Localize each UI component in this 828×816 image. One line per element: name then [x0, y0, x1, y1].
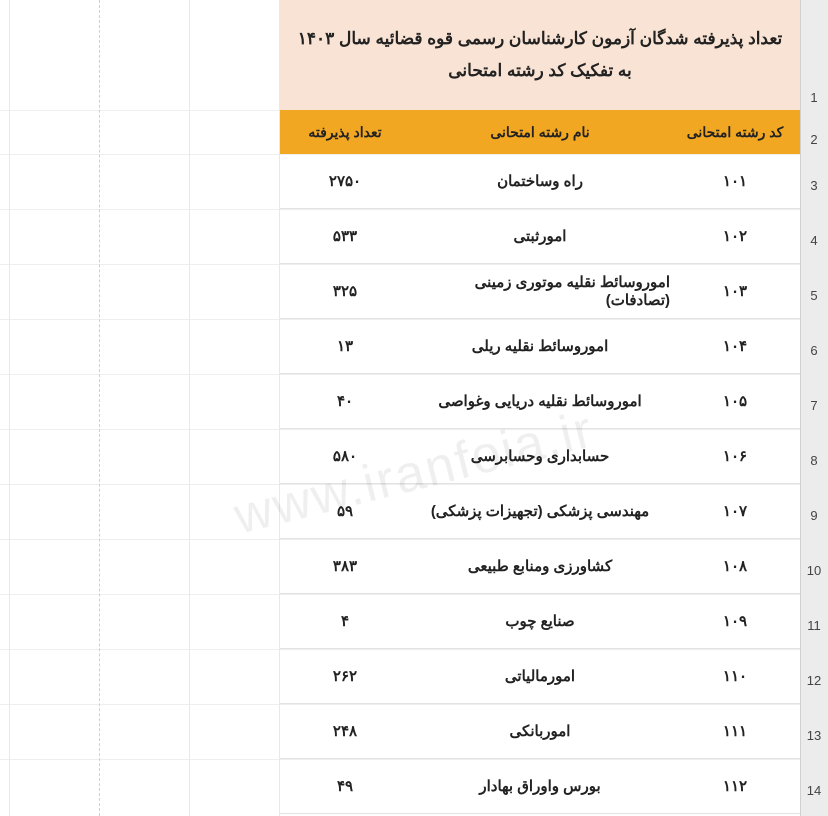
header-name: نام رشته امتحانی: [410, 110, 670, 154]
cell-code: ۱۰۹: [670, 594, 800, 648]
cell-code: ۱۱۲: [670, 759, 800, 813]
cell-count: ۲۴۸: [280, 704, 410, 758]
table-row: ۱۰۵ اموروسائط نقلیه دریایی وغواصی ۴۰: [280, 374, 800, 429]
row-number: 7: [800, 398, 828, 413]
table-body: ۱۰۱ راه وساختمان ۲۷۵۰ ۱۰۲ امورثبتی ۵۳۳ ۱…: [280, 154, 800, 814]
cell-name: بورس واوراق بهادار: [410, 759, 670, 813]
row-number: 9: [800, 508, 828, 523]
cell-count: ۴: [280, 594, 410, 648]
row-number: 13: [800, 728, 828, 743]
table-row: ۱۱۱ اموربانکی ۲۴۸: [280, 704, 800, 759]
row-number: 2: [800, 132, 828, 147]
table-row: ۱۰۲ امورثبتی ۵۳۳: [280, 209, 800, 264]
cell-count: ۳۲۵: [280, 264, 410, 318]
cell-count: ۵۸۰: [280, 429, 410, 483]
cell-count: ۱۳: [280, 319, 410, 373]
table-row: ۱۱۰ امورمالیاتی ۲۶۲: [280, 649, 800, 704]
cell-count: ۲۶۲: [280, 649, 410, 703]
table-row: ۱۰۸ کشاورزی ومنابع طبیعی ۳۸۳: [280, 539, 800, 594]
cell-count: ۵۹: [280, 484, 410, 538]
row-number: 10: [800, 563, 828, 578]
cell-code: ۱۰۳: [670, 264, 800, 318]
cell-count: ۵۳۳: [280, 209, 410, 263]
cell-code: ۱۰۶: [670, 429, 800, 483]
table-row: ۱۰۶ حسابداری وحسابرسی ۵۸۰: [280, 429, 800, 484]
row-number: 1: [800, 90, 828, 105]
cell-name: مهندسی پزشکی (تجهیزات پزشکی): [410, 484, 670, 538]
row-number: 5: [800, 288, 828, 303]
row-number: 3: [800, 178, 828, 193]
row-number: 8: [800, 453, 828, 468]
cell-count: ۴۰: [280, 374, 410, 428]
row-number: 14: [800, 783, 828, 798]
cell-name: راه وساختمان: [410, 154, 670, 208]
cell-code: ۱۰۴: [670, 319, 800, 373]
cell-name: حسابداری وحسابرسی: [410, 429, 670, 483]
spreadsheet: 1 2 3 4 5 6 7 8 9 10 11 12 13 14 تعداد پ…: [0, 0, 828, 816]
cell-name: امورثبتی: [410, 209, 670, 263]
table-row: ۱۰۱ راه وساختمان ۲۷۵۰: [280, 154, 800, 209]
cell-name: کشاورزی ومنابع طبیعی: [410, 539, 670, 593]
cell-name: اموروسائط نقلیه ریلی: [410, 319, 670, 373]
cell-code: ۱۰۷: [670, 484, 800, 538]
row-number: 6: [800, 343, 828, 358]
header-code: کد رشته امتحانی: [670, 110, 800, 154]
table-row: ۱۱۲ بورس واوراق بهادار ۴۹: [280, 759, 800, 814]
cell-count: ۳۸۳: [280, 539, 410, 593]
cell-code: ۱۰۸: [670, 539, 800, 593]
cell-count: ۴۹: [280, 759, 410, 813]
cell-count: ۲۷۵۰: [280, 154, 410, 208]
cell-name: اموروسائط نقلیه موتوری زمینی (تصادفات): [410, 264, 670, 318]
row-number: 12: [800, 673, 828, 688]
cell-code: ۱۱۰: [670, 649, 800, 703]
header-count: تعداد پذیرفته: [280, 110, 410, 154]
title-block: تعداد پذیرفته شدگان آزمون کارشناسان رسمی…: [280, 0, 800, 110]
cell-code: ۱۰۵: [670, 374, 800, 428]
cell-code: ۱۰۲: [670, 209, 800, 263]
row-number: 4: [800, 233, 828, 248]
table-row: ۱۰۹ صنایع چوب ۴: [280, 594, 800, 649]
row-number: 11: [800, 618, 828, 633]
cell-name: امورمالیاتی: [410, 649, 670, 703]
table-row: ۱۰۷ مهندسی پزشکی (تجهیزات پزشکی) ۵۹: [280, 484, 800, 539]
title-line-1: تعداد پذیرفته شدگان آزمون کارشناسان رسمی…: [298, 29, 783, 49]
table-row: ۱۰۴ اموروسائط نقلیه ریلی ۱۳: [280, 319, 800, 374]
cell-code: ۱۰۱: [670, 154, 800, 208]
cell-name: اموروسائط نقلیه دریایی وغواصی: [410, 374, 670, 428]
cell-name: اموربانکی: [410, 704, 670, 758]
title-line-2: به تفکیک کد رشته امتحانی: [448, 61, 632, 81]
cell-name: صنایع چوب: [410, 594, 670, 648]
table-header: کد رشته امتحانی نام رشته امتحانی تعداد پ…: [280, 110, 800, 154]
table-row: ۱۰۳ اموروسائط نقلیه موتوری زمینی (تصادفا…: [280, 264, 800, 319]
cell-code: ۱۱۱: [670, 704, 800, 758]
empty-columns: [0, 0, 280, 816]
